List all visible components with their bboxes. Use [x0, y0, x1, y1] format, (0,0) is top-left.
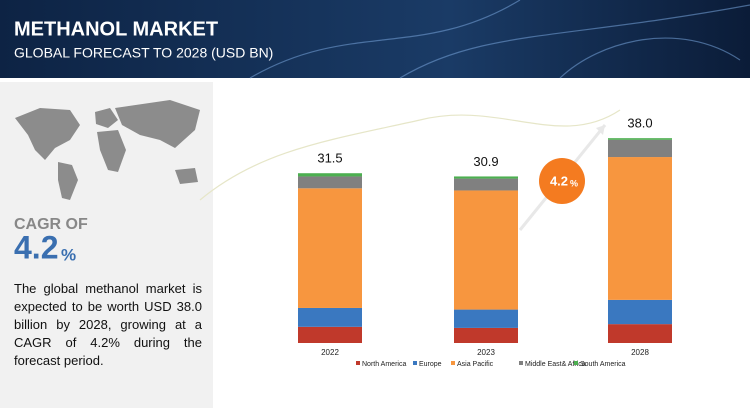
- bar-segment: [608, 299, 672, 325]
- bar-segment: [608, 324, 672, 343]
- bar-segment: [454, 309, 518, 328]
- legend-label: Asia Pacific: [457, 361, 494, 368]
- bar-segment: [298, 307, 362, 327]
- legend-label: Europe: [419, 361, 442, 368]
- bar-segment: [454, 176, 518, 179]
- bar-segment: [608, 157, 672, 300]
- legend-swatch: [356, 361, 360, 365]
- decor-curve: [199, 109, 621, 201]
- bar-segment: [454, 190, 518, 310]
- bar-segment: [608, 139, 672, 158]
- world-map: [15, 100, 200, 200]
- growth-arrow-head: [596, 125, 605, 135]
- legend-label: Middle East& Africa: [525, 361, 586, 368]
- cagr-label: CAGR OF: [14, 216, 88, 233]
- bar-segment: [608, 138, 672, 140]
- cagr-unit: %: [61, 245, 76, 264]
- title: METHANOL MARKET: [14, 18, 218, 40]
- legend-swatch: [451, 361, 455, 365]
- legend-label: North America: [362, 361, 406, 368]
- total-label: 38.0: [627, 116, 652, 131]
- bar-segment: [454, 178, 518, 191]
- bar-segment: [298, 176, 362, 189]
- bar-segment: [298, 173, 362, 177]
- legend-label: South America: [580, 361, 626, 368]
- bar-segment: [454, 327, 518, 343]
- bar-segment: [298, 326, 362, 343]
- cagr-badge: [539, 158, 585, 204]
- description: The global methanol market is expected t…: [14, 281, 202, 368]
- badge-unit: %: [570, 178, 578, 188]
- x-tick-label: 2023: [477, 348, 495, 357]
- x-tick-label: 2022: [321, 348, 339, 357]
- legend-swatch: [574, 361, 578, 365]
- badge-value: 4.2: [550, 173, 568, 188]
- x-tick-label: 2028: [631, 348, 649, 357]
- bar-segment: [298, 188, 362, 308]
- header-decor: [249, 0, 750, 79]
- legend-swatch: [413, 361, 417, 365]
- header-band: [0, 0, 750, 78]
- subtitle: GLOBAL FORECAST TO 2028 (USD BN): [14, 45, 273, 61]
- cagr-value: 4.2: [14, 229, 58, 265]
- total-label: 31.5: [317, 151, 342, 166]
- total-label: 30.9: [473, 154, 498, 169]
- legend-swatch: [519, 361, 523, 365]
